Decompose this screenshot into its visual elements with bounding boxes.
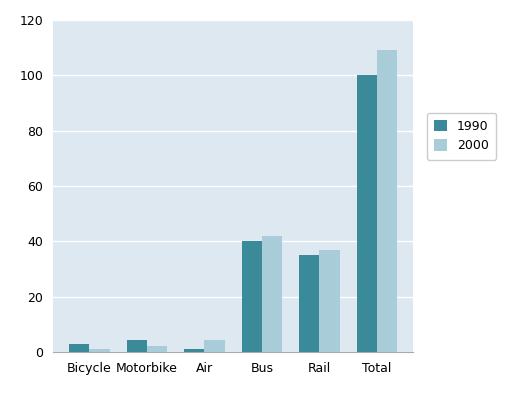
Bar <box>147 346 167 352</box>
Bar <box>377 50 397 352</box>
Bar <box>127 340 147 352</box>
Bar <box>205 340 225 352</box>
Legend: 1990, 2000: 1990, 2000 <box>427 112 496 160</box>
Bar <box>320 250 340 352</box>
Bar <box>184 349 205 352</box>
Bar <box>262 236 282 352</box>
Bar <box>69 344 90 352</box>
Bar <box>242 241 262 352</box>
Bar <box>90 349 110 352</box>
Bar <box>299 255 320 352</box>
Bar <box>357 75 377 352</box>
